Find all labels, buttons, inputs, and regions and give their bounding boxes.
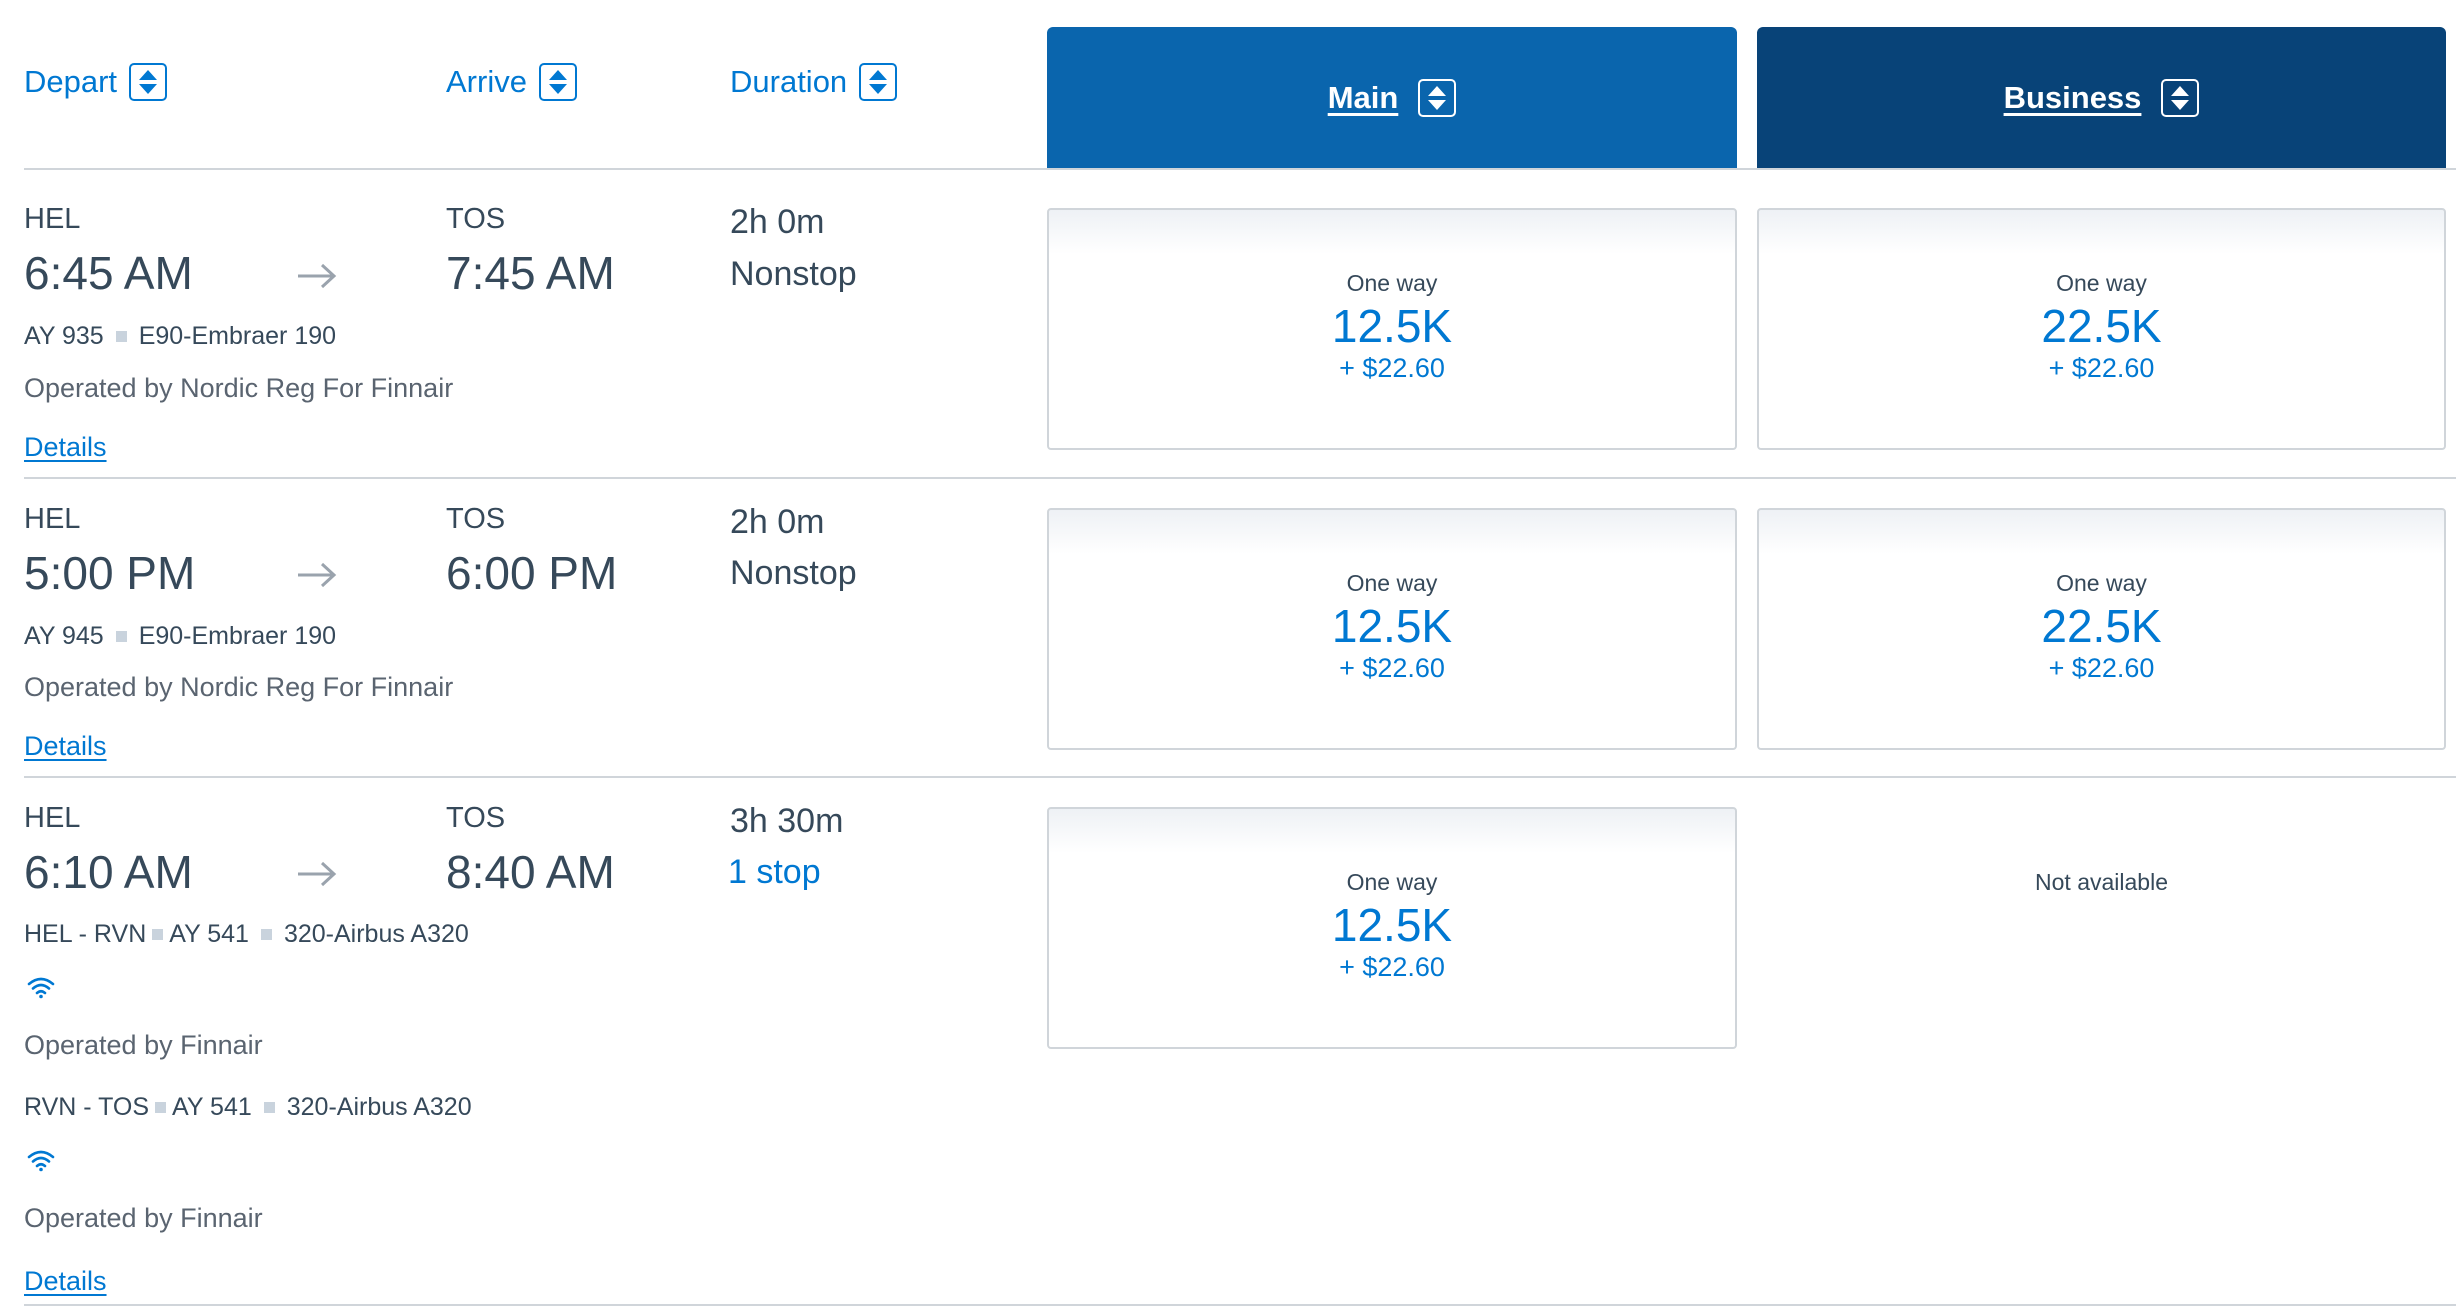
sort-by-duration[interactable]: Duration [730,63,898,101]
duration-header-label: Duration [730,64,848,99]
row-divider [24,1304,2456,1306]
sort-icon [129,63,168,101]
flight-number: AY 541 [172,1093,252,1121]
operated-by: Operated by Nordic Reg For Finnair [24,373,454,403]
details-link[interactable]: Details [24,731,107,761]
aircraft: E90-Embraer 190 [138,322,337,350]
origin-code: HEL [24,802,81,834]
header-divider [24,168,2456,170]
destination-code: TOS [446,802,506,834]
sort-by-arrive[interactable]: Arrive [446,63,577,101]
flight-number: AY 935 [24,322,104,350]
fare-miles: 12.5K [1331,600,1453,652]
fare-type: One way [1346,270,1438,296]
business-fare-button[interactable]: One way 22.5K + $22.60 [1757,508,2446,750]
wifi-icon [27,1150,55,1172]
business-not-available: Not available [2035,869,2168,895]
separator [115,631,127,642]
operated-by: Operated by Finnair [24,1030,263,1060]
segment-route: HEL - RVN [24,920,147,948]
fare-taxes: + $22.60 [2048,353,2155,383]
arrive-header-label: Arrive [446,64,527,99]
sort-icon [538,63,577,101]
segment-info: HEL - RVN AY 541 320-Airbus A320 [24,920,469,949]
flight-info: AY 935 E90-Embraer 190 [24,322,336,351]
duration: 2h 0m [730,503,825,541]
fare-miles: 12.5K [1331,899,1453,951]
fare-miles: 22.5K [2041,600,2162,652]
flight-number: AY 541 [169,920,249,948]
row-divider [24,477,2456,479]
flight-info: AY 945 E90-Embraer 190 [24,622,336,651]
depart-header-label: Depart [24,64,118,99]
main-header-label: Main [1327,80,1399,115]
arrive-time: 6:00 PM [446,547,618,599]
fare-taxes: + $22.60 [1339,353,1445,383]
arrow-right-icon [298,861,337,887]
separator [263,1102,275,1113]
depart-time: 6:45 AM [24,247,193,299]
details-link[interactable]: Details [24,1266,107,1296]
operated-by: Operated by Finnair [24,1203,263,1233]
duration: 2h 0m [730,203,825,241]
wifi-icon [27,977,55,999]
details-link[interactable]: Details [24,432,107,462]
aircraft: 320-Airbus A320 [286,1093,472,1121]
aircraft: E90-Embraer 190 [138,622,337,650]
fare-miles: 12.5K [1331,300,1453,352]
main-fare-button[interactable]: One way 12.5K + $22.60 [1047,508,1737,750]
segment-route: RVN - TOS [24,1093,150,1121]
main-fare-button[interactable]: One way 12.5K + $22.60 [1047,807,1737,1049]
destination-code: TOS [446,203,506,235]
main-fare-button[interactable]: One way 12.5K + $22.60 [1047,208,1737,450]
aircraft: 320-Airbus A320 [283,920,469,948]
sort-icon [859,63,898,101]
business-header-label: Business [2003,80,2142,115]
operated-by: Operated by Nordic Reg For Finnair [24,672,454,702]
origin-code: HEL [24,203,81,235]
business-cabin-header[interactable]: Business [1757,27,2446,169]
stops: Nonstop [730,554,857,592]
duration: 3h 30m [730,802,844,840]
separator [115,331,127,342]
depart-time: 6:10 AM [24,846,193,898]
stops-link[interactable]: 1 stop [728,853,821,891]
fare-taxes: + $22.60 [1339,952,1445,982]
sort-icon [1418,79,1457,117]
arrive-time: 8:40 AM [446,846,615,898]
fare-type: One way [2056,270,2147,296]
sort-by-depart[interactable]: Depart [24,63,168,101]
arrow-right-icon [298,562,337,588]
flight-number: AY 945 [24,622,104,650]
fare-taxes: + $22.60 [2048,653,2155,683]
origin-code: HEL [24,503,81,535]
depart-time: 5:00 PM [24,547,196,599]
business-fare-button[interactable]: One way 22.5K + $22.60 [1757,208,2446,450]
separator [155,1102,167,1113]
fare-type: One way [1346,869,1438,895]
fare-type: One way [2056,570,2147,596]
fare-type: One way [1346,570,1438,596]
row-divider [24,776,2456,778]
sort-icon [2161,79,2200,117]
fare-taxes: + $22.60 [1339,653,1445,683]
fare-miles: 22.5K [2041,300,2162,352]
segment-info: RVN - TOS AY 541 320-Airbus A320 [24,1093,472,1122]
separator [152,929,164,940]
separator [260,929,272,940]
arrive-time: 7:45 AM [446,247,615,299]
main-cabin-header[interactable]: Main [1047,27,1737,169]
destination-code: TOS [446,503,506,535]
stops: Nonstop [730,255,857,293]
arrow-right-icon [298,263,337,289]
